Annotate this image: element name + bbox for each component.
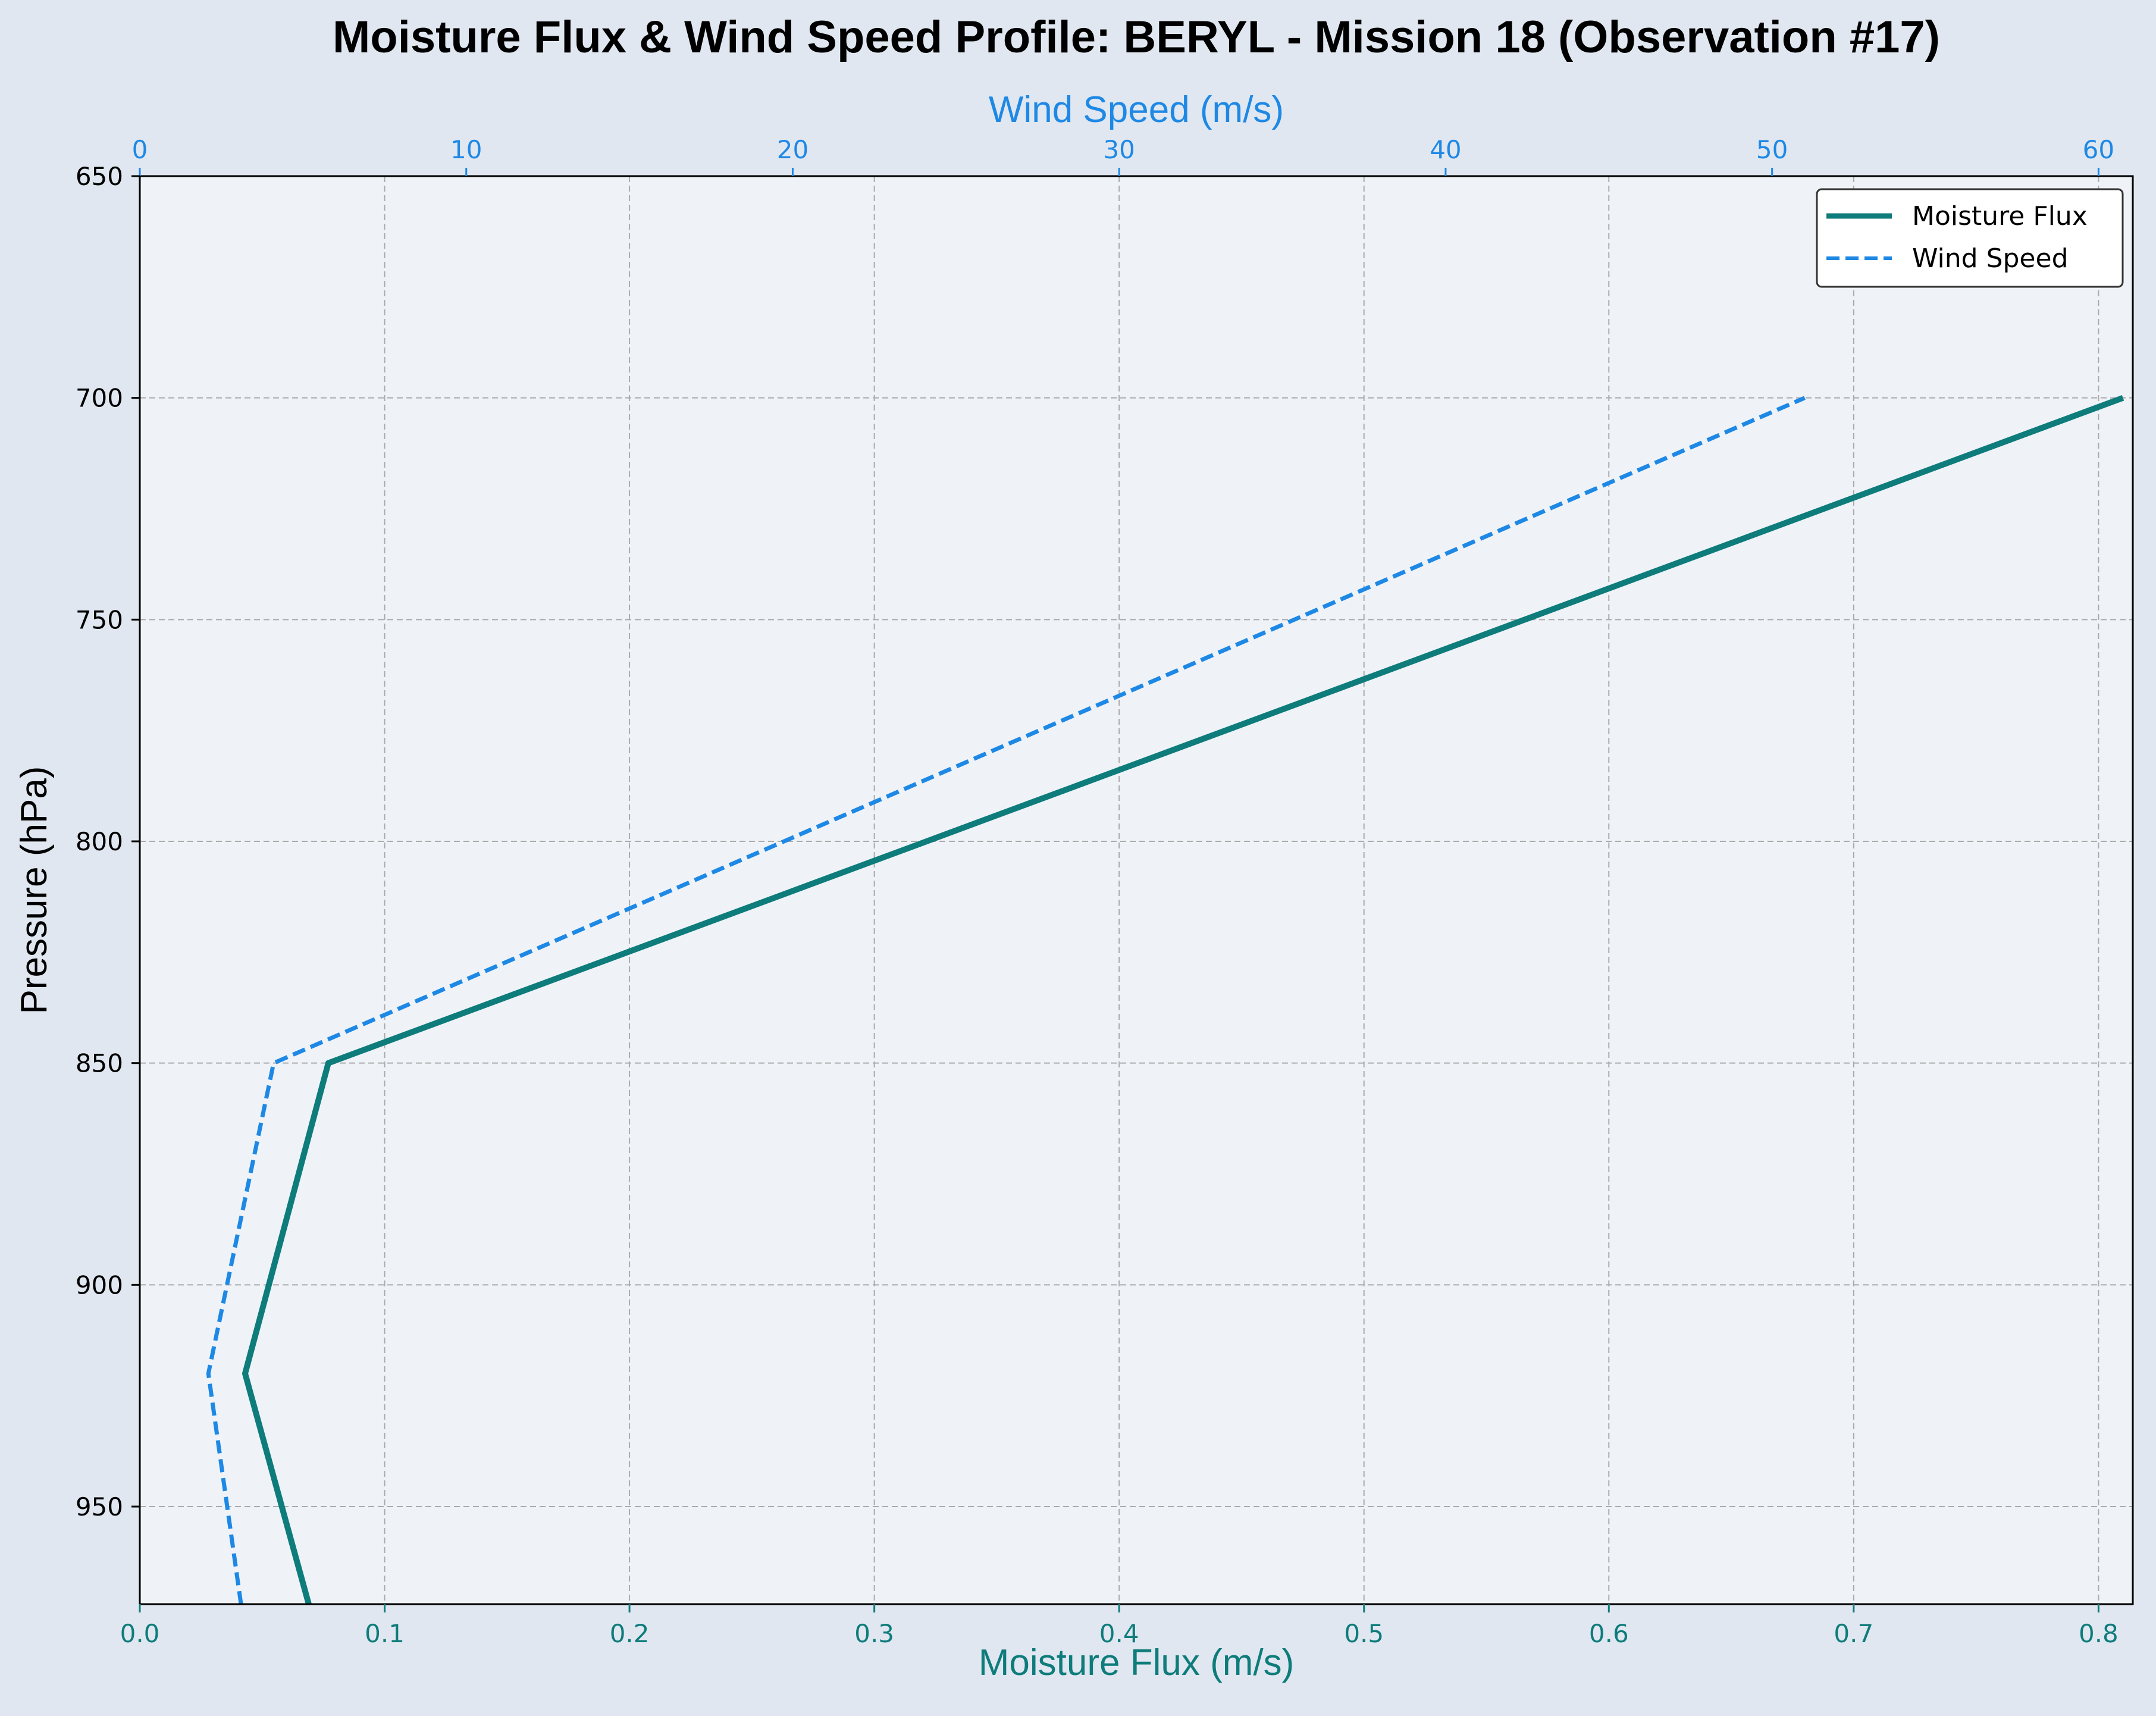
bottom-tick-label-0: 0.0 — [120, 1619, 160, 1648]
legend: Moisture Flux Wind Speed — [1816, 188, 2124, 288]
bottom-axis-label: Moisture Flux (m/s) — [979, 1642, 1294, 1683]
left-tick-label-6: 950 — [76, 1492, 123, 1521]
top-tick-label-0: 0 — [132, 135, 148, 164]
top-tick-label-6: 60 — [2083, 135, 2114, 164]
bottom-tick-label-5: 0.5 — [1344, 1619, 1384, 1648]
legend-label-wind-speed: Wind Speed — [1912, 243, 2069, 274]
chart-title: Moisture Flux & Wind Speed Profile: BERY… — [333, 12, 1940, 62]
bottom-tick-label-3: 0.3 — [854, 1619, 894, 1648]
left-axis-label: Pressure (hPa) — [14, 766, 55, 1014]
left-tick-label-1: 700 — [76, 384, 123, 413]
left-tick-label-0: 650 — [76, 162, 123, 191]
bottom-tick-label-2: 0.2 — [610, 1619, 650, 1648]
top-tick-label-2: 20 — [777, 135, 808, 164]
plot-area — [140, 176, 2133, 1604]
axis-ticks: 0.0 0.1 0.2 0.3 0.4 0.5 0.6 0.7 0.8 0 10 20 30 40 50 60… — [76, 135, 2119, 1648]
top-axis-label: Wind Speed (m/s) — [989, 89, 1284, 130]
top-tick-label-4: 40 — [1430, 135, 1461, 164]
legend-label-moisture-flux: Moisture Flux — [1912, 201, 2088, 231]
left-tick-label-5: 900 — [76, 1270, 123, 1299]
series-line-moisture-flux — [242, 394, 2124, 1605]
series-line-wind-speed — [206, 396, 1806, 1605]
bottom-tick-label-4: 0.4 — [1099, 1619, 1139, 1648]
left-tick-label-3: 800 — [76, 827, 123, 856]
bottom-tick-label-8: 0.8 — [2079, 1619, 2119, 1648]
bottom-tick-label-1: 0.1 — [365, 1619, 405, 1648]
left-tick-label-4: 850 — [76, 1049, 123, 1078]
top-tick-label-5: 50 — [1756, 135, 1788, 164]
left-tick-label-2: 750 — [76, 605, 123, 634]
bottom-tick-label-7: 0.7 — [1834, 1619, 1873, 1648]
plot-frame — [139, 175, 2134, 1605]
top-tick-label-3: 30 — [1103, 135, 1135, 164]
legend-box — [1816, 188, 2124, 288]
top-tick-label-1: 10 — [450, 135, 482, 164]
bottom-tick-label-6: 0.6 — [1589, 1619, 1629, 1648]
